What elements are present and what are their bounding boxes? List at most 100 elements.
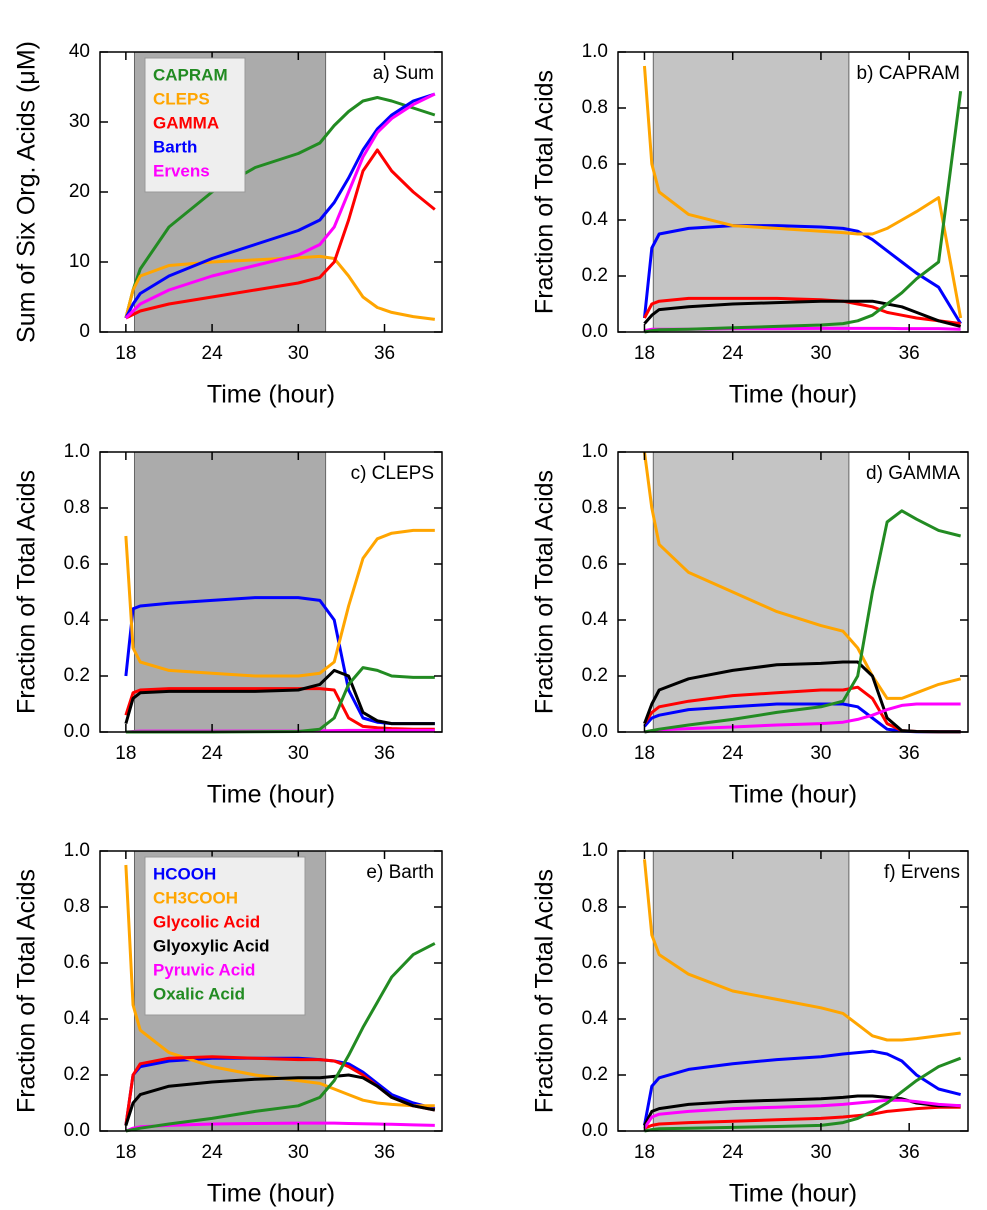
y-tick-label: 0.2 <box>582 265 608 286</box>
y-tick-label: 40 <box>69 41 90 62</box>
plot-frame <box>617 51 969 333</box>
y-tick-label: 0.4 <box>64 1008 91 1029</box>
y-tick-label: 0.6 <box>582 952 608 973</box>
legend-entry: Glycolic Acid <box>153 912 260 931</box>
x-tick-label: 30 <box>288 1142 309 1163</box>
series-line <box>124 1073 436 1126</box>
x-tick-label: 18 <box>634 743 655 764</box>
series-line <box>124 92 436 320</box>
series-line <box>124 864 435 1108</box>
plot-frame <box>99 850 443 1132</box>
x-axis-label: Time (hour) <box>207 1180 335 1208</box>
series-line <box>642 859 961 1042</box>
x-tick-label: 24 <box>202 343 224 364</box>
x-axis-label: Time (hour) <box>729 381 857 409</box>
series-line <box>643 1105 961 1130</box>
x-tick-label: 18 <box>634 343 655 364</box>
x-tick-label: 18 <box>115 743 136 764</box>
series-line <box>124 254 436 321</box>
y-tick-label: 0.2 <box>64 1064 90 1085</box>
night-shading <box>652 850 850 1132</box>
series-line <box>125 942 436 1133</box>
y-tick-label: 0.8 <box>64 896 90 917</box>
y-tick-label: 0.8 <box>582 896 608 917</box>
night-shading <box>133 451 327 733</box>
y-tick-label: 1.0 <box>582 41 608 62</box>
x-axis-label: Time (hour) <box>207 781 335 809</box>
series-line <box>642 1049 962 1126</box>
panel-title: f) Ervens <box>884 862 960 883</box>
y-tick-label: 10 <box>69 251 90 272</box>
x-tick-label: 30 <box>810 1142 831 1163</box>
y-axis-label: Fraction of Total Acids <box>13 470 41 714</box>
y-tick-label: 0.6 <box>64 952 90 973</box>
y-tick-label: 0.4 <box>582 209 609 230</box>
x-tick-label: 36 <box>374 1142 395 1163</box>
series-line <box>644 509 962 734</box>
panel-title: e) Barth <box>366 862 434 883</box>
x-axis-label: Time (hour) <box>729 1180 857 1208</box>
x-tick-label: 18 <box>115 1142 136 1163</box>
x-tick-label: 30 <box>810 743 831 764</box>
x-tick-label: 24 <box>202 1142 224 1163</box>
y-tick-label: 0.2 <box>582 1064 608 1085</box>
y-tick-label: 1.0 <box>64 840 90 861</box>
y-tick-label: 0.8 <box>582 497 608 518</box>
series-line <box>644 702 961 734</box>
night-shading <box>652 451 850 733</box>
legend-entry: Barth <box>153 137 197 156</box>
x-axis-label: Time (hour) <box>729 781 857 809</box>
x-tick-label: 24 <box>202 743 224 764</box>
plot-frame <box>617 850 969 1132</box>
plot-frame <box>617 451 969 733</box>
series-line <box>644 91 963 334</box>
series-line <box>643 1098 961 1130</box>
x-tick-label: 24 <box>722 1142 744 1163</box>
series-line <box>124 687 435 731</box>
series-line <box>643 660 961 734</box>
x-tick-label: 36 <box>899 1142 920 1163</box>
y-tick-label: 1.0 <box>64 441 90 462</box>
legend-entry: Pyruvic Acid <box>153 960 255 979</box>
y-tick-label: 0.8 <box>582 97 608 118</box>
y-tick-label: 0.6 <box>64 553 90 574</box>
series-line <box>642 224 962 325</box>
y-axis-label: Fraction of Total Acids <box>531 869 559 1113</box>
y-tick-label: 0.2 <box>582 665 608 686</box>
y-tick-label: 0.4 <box>582 609 609 630</box>
y-tick-label: 0.4 <box>582 1008 609 1029</box>
y-tick-label: 0.6 <box>582 153 608 174</box>
y-tick-label: 1.0 <box>582 840 608 861</box>
series-line <box>642 65 963 319</box>
y-tick-label: 0 <box>79 321 90 342</box>
y-axis-label: Fraction of Total Acids <box>531 70 559 314</box>
y-tick-label: 30 <box>69 111 90 132</box>
x-tick-label: 36 <box>374 343 395 364</box>
y-tick-label: 0.6 <box>582 553 608 574</box>
y-tick-label: 0.0 <box>64 1120 90 1141</box>
series-line <box>644 1056 962 1133</box>
y-tick-label: 0.2 <box>64 665 90 686</box>
y-axis-label: Fraction of Total Acids <box>531 470 559 714</box>
x-axis-label: Time (hour) <box>207 381 335 409</box>
legend-entry: Glyoxylic Acid <box>153 936 270 955</box>
x-tick-label: 24 <box>722 743 744 764</box>
y-tick-label: 0.0 <box>582 321 608 342</box>
y-tick-label: 0.0 <box>64 721 90 742</box>
series-line <box>124 92 436 319</box>
series-line <box>124 528 435 678</box>
y-tick-label: 1.0 <box>582 441 608 462</box>
legend-entry: CAPRAM <box>153 65 228 84</box>
legend-entry: CLEPS <box>153 89 210 108</box>
x-tick-label: 30 <box>810 343 831 364</box>
legend-box <box>144 57 246 193</box>
x-tick-label: 18 <box>634 1142 655 1163</box>
legend-entry: CH3COOH <box>153 888 238 907</box>
legend-entry: Ervens <box>153 161 210 180</box>
y-axis-label: Fraction of Total Acids <box>13 869 41 1113</box>
y-tick-label: 20 <box>69 181 90 202</box>
legend-entry: GAMMA <box>153 113 219 132</box>
x-tick-label: 24 <box>722 343 744 364</box>
